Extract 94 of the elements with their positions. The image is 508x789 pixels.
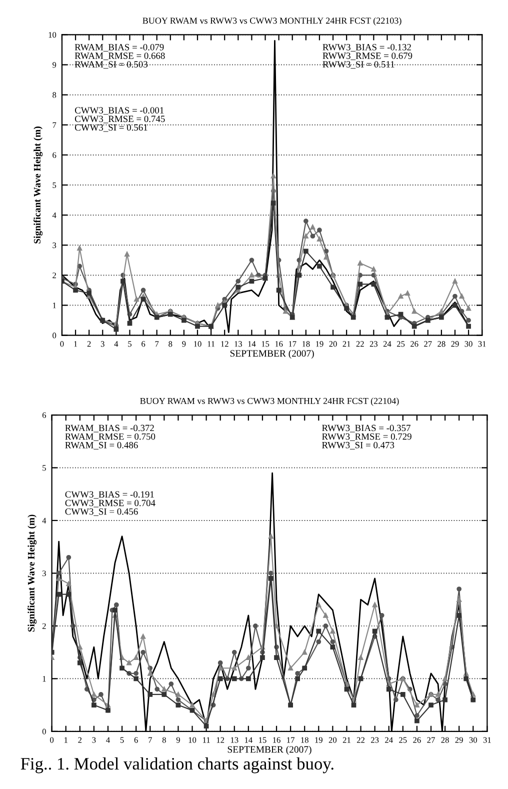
x-tick-label: 30 (464, 341, 472, 347)
x-tick-label: 8 (162, 737, 166, 743)
y-tick-label: 0 (52, 332, 56, 338)
x-tick-label: 19 (316, 341, 324, 347)
x-tick-label: 1 (74, 341, 78, 347)
x-tick-label: 27 (424, 341, 432, 347)
x-tick-label: 13 (230, 737, 238, 743)
x-tick-label: 7 (155, 341, 159, 347)
chart-title: BUOY RWAM vs RWW3 vs CWW3 MONTHLY 24HR FCST (22103) (142, 17, 402, 26)
x-tick-label: 15 (259, 737, 266, 743)
x-tick-label: 22 (356, 737, 364, 743)
x-tick-label: 3 (100, 341, 104, 347)
x-tick-label: 12 (216, 737, 224, 743)
y-axis-title: Significant Wave Height (m) (34, 126, 43, 244)
annotation: RWAM_BIAS = -0.372 RWAM_RMSE = 0.750 RWAM_SI = 0.486 (65, 424, 156, 450)
annotation: CWW3_BIAS = -0.191 CWW3_RMSE = 0.704 CWW3_SI = 0.456 (65, 491, 156, 516)
y-tick-label: 3 (52, 242, 56, 248)
x-tick-label: 3 (92, 737, 96, 743)
x-tick-label: 5 (120, 737, 124, 743)
x-tick-label: 17 (288, 341, 296, 347)
x-tick-label: 24 (385, 737, 393, 743)
x-tick-label: 16 (273, 737, 280, 743)
x-tick-label: 10 (188, 737, 196, 743)
x-tick-label: 26 (413, 737, 421, 743)
x-tick-label: 27 (427, 737, 435, 743)
y-tick-label: 2 (42, 623, 46, 629)
x-tick-label: 11 (203, 737, 210, 743)
y-tick-label: 1 (42, 676, 46, 682)
x-tick-label: 9 (176, 737, 180, 743)
x-tick-label: 16 (275, 341, 283, 347)
x-axis-title: SEPTEMBER (2007) (230, 350, 314, 359)
x-tick-label: 6 (142, 341, 146, 347)
x-tick-label: 24 (383, 341, 392, 347)
y-tick-label: 7 (52, 122, 56, 128)
y-tick-label: 6 (42, 412, 46, 418)
x-tick-label: 25 (399, 737, 407, 743)
x-tick-label: 28 (441, 737, 449, 743)
x-tick-label: 6 (134, 737, 138, 743)
chart-title: BUOY RWAM vs RWW3 vs CWW3 MONTHLY 24HR FCST (22104) (140, 398, 399, 406)
x-tick-label: 8 (168, 341, 172, 347)
x-tick-label: 31 (483, 737, 491, 743)
annotation: RWW3_BIAS = -0.132 RWW3_RMSE = 0.679 RWW3_SI = 0.511 (322, 44, 412, 69)
x-tick-label: 30 (469, 737, 477, 743)
x-tick-label: 1 (64, 737, 68, 743)
x-tick-label: 21 (342, 341, 350, 347)
x-tick-label: 9 (182, 341, 186, 347)
y-tick-label: 3 (42, 570, 46, 576)
y-tick-label: 4 (42, 518, 46, 524)
y-tick-label: 10 (48, 32, 56, 38)
x-tick-label: 13 (234, 341, 242, 347)
x-tick-label: 15 (262, 341, 270, 347)
x-tick-label: 20 (328, 737, 337, 743)
x-tick-label: 2 (87, 341, 91, 347)
y-tick-label: 9 (52, 62, 56, 68)
x-tick-label: 10 (194, 341, 202, 347)
x-tick-label: 23 (370, 341, 378, 347)
x-tick-label: 18 (302, 341, 310, 347)
x-tick-label: 2 (78, 737, 82, 743)
x-tick-label: 25 (396, 341, 405, 347)
y-tick-label: 4 (52, 212, 56, 218)
x-tick-label: 21 (342, 737, 350, 743)
y-tick-label: 5 (42, 465, 46, 471)
y-tick-label: 1 (52, 302, 56, 308)
annotation: RWAM_BIAS = -0.079 RWAM_RMSE = 0.668 RWAM_SI = 0.503 (74, 44, 165, 69)
x-tick-label: 20 (329, 341, 337, 347)
y-tick-label: 2 (52, 272, 56, 278)
y-tick-label: 8 (52, 92, 56, 98)
x-tick-label: 4 (106, 737, 110, 743)
x-tick-label: 7 (148, 737, 152, 743)
y-axis-title: Significant Wave Height (m) (28, 514, 37, 632)
x-tick-label: 31 (478, 341, 486, 347)
annotation: RWW3_BIAS = -0.357 RWW3_RMSE = 0.729 RWW3_SI = 0.473 (322, 424, 412, 450)
x-tick-label: 17 (287, 737, 294, 743)
x-tick-label: 29 (455, 737, 463, 743)
x-tick-label: 28 (438, 341, 446, 347)
x-tick-label: 18 (301, 737, 308, 743)
x-tick-label: 23 (371, 737, 379, 743)
x-tick-label: 14 (248, 341, 256, 347)
x-tick-label: 29 (451, 341, 459, 347)
x-tick-label: 22 (356, 341, 364, 347)
x-tick-label: 26 (410, 341, 418, 347)
y-tick-label: 6 (52, 152, 56, 158)
x-tick-label: 4 (114, 341, 118, 347)
y-tick-label: 5 (52, 182, 56, 188)
annotation: CWW3_BIAS = -0.001 CWW3_RMSE = 0.745 CWW3_SI = 0.561 (74, 107, 165, 132)
x-tick-label: 5 (128, 341, 132, 347)
x-tick-label: 14 (244, 737, 252, 743)
x-tick-label: 12 (221, 341, 228, 347)
x-tick-label: 11 (208, 341, 215, 347)
text: Fig.. 1. Model validation charts against buoy. (20, 757, 334, 774)
y-tick-label: 0 (42, 728, 46, 734)
x-tick-label: 0 (60, 341, 64, 347)
x-tick-label: 19 (315, 737, 322, 743)
x-axis-title: SEPTEMBER (2007) (228, 746, 312, 755)
